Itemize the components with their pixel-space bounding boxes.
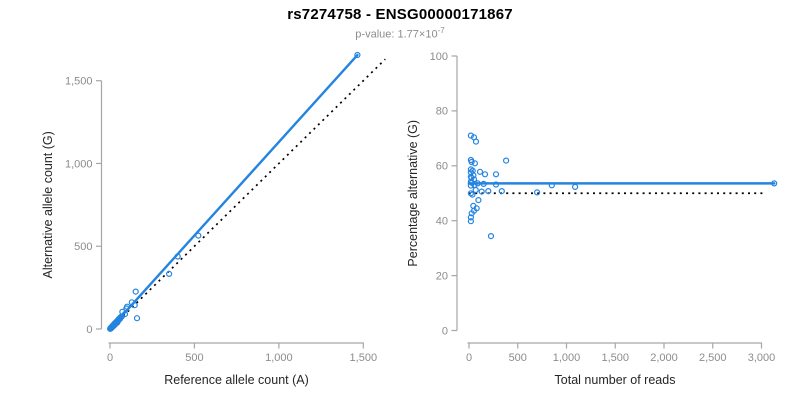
data-point [474, 180, 481, 187]
data-point [472, 138, 480, 145]
data-point [174, 253, 181, 260]
allele-counts-plot: 0 500 1,000 1,500 0 500 1,000 1,500 Reference al… [41, 51, 386, 387]
data-point [492, 171, 500, 178]
data-point [133, 315, 141, 322]
data-point [476, 168, 484, 175]
data-point [467, 214, 474, 221]
x-tick-label: 1,500 [601, 352, 629, 364]
x-tick-label: 0 [466, 352, 472, 364]
x-tick-label: 2,500 [699, 352, 727, 364]
x-tick-label: 500 [509, 352, 527, 364]
data-point [123, 303, 131, 310]
data-point [471, 160, 478, 167]
data-point [533, 189, 541, 196]
data-points [107, 51, 361, 332]
data-point [467, 178, 474, 185]
data-point [470, 172, 477, 179]
x-tick-label: 2,000 [650, 352, 678, 364]
y-tick-label: 1,500 [65, 76, 93, 88]
y-tick-label: 500 [74, 241, 92, 253]
percentage-vs-reads-plot: 0 20 40 60 80 100 0 500 1,000 1,500 2,000 2,500 3,00… [406, 51, 778, 387]
x-tick-label: 500 [185, 352, 203, 364]
y-tick-label: 40 [436, 216, 448, 228]
data-point [195, 232, 202, 239]
x-axis-title: Total number of reads [555, 373, 676, 387]
data-point [548, 182, 555, 189]
data-point [131, 302, 138, 309]
y-tick-label: 1,000 [65, 158, 93, 170]
data-point [132, 288, 139, 295]
y-axis-title: Percentage alternative (G) [406, 120, 420, 267]
data-point [467, 218, 474, 225]
x-tick-label: 1,500 [350, 352, 378, 364]
y-tick-label: 0 [442, 325, 448, 337]
y-tick-label: 100 [430, 51, 448, 63]
data-point [467, 132, 474, 139]
regression-line [108, 53, 359, 331]
x-tick-label: 1,000 [265, 352, 293, 364]
y-tick-label: 0 [86, 324, 92, 336]
x-tick-label: 3,000 [748, 352, 776, 364]
data-point [472, 186, 479, 194]
chart-subtitle: p-value: 1.77×10-7 [0, 26, 800, 41]
y-axis-title: Alternative allele count (G) [41, 131, 55, 278]
data-point [470, 207, 478, 214]
data-point [475, 197, 482, 204]
data-point [771, 180, 778, 187]
data-points [467, 132, 778, 240]
data-point [503, 157, 510, 164]
data-point [469, 191, 476, 198]
identity-line [109, 58, 386, 330]
data-point [166, 270, 173, 277]
y-tick-label: 60 [436, 161, 448, 173]
data-point [492, 181, 500, 188]
x-tick-label: 0 [107, 352, 113, 364]
x-tick-label: 1,000 [553, 352, 581, 364]
pvalue-text: p-value: 1.77×10 [355, 28, 438, 41]
data-point [480, 180, 487, 187]
pvalue-exponent: -7 [437, 26, 445, 35]
data-point [467, 190, 474, 197]
data-point [487, 233, 495, 240]
x-axis-title: Reference allele count (A) [164, 373, 309, 387]
data-point [571, 183, 579, 190]
data-point [468, 158, 475, 166]
data-point [485, 188, 492, 195]
data-point [467, 182, 474, 189]
data-point [478, 188, 485, 195]
data-point [481, 171, 489, 178]
y-tick-label: 80 [436, 106, 448, 118]
data-point [121, 311, 129, 318]
y-tick-label: 20 [436, 270, 448, 282]
data-point [498, 188, 505, 195]
chart-title: rs7274758 - ENSG00000171867 [287, 6, 513, 23]
data-point [354, 51, 361, 59]
